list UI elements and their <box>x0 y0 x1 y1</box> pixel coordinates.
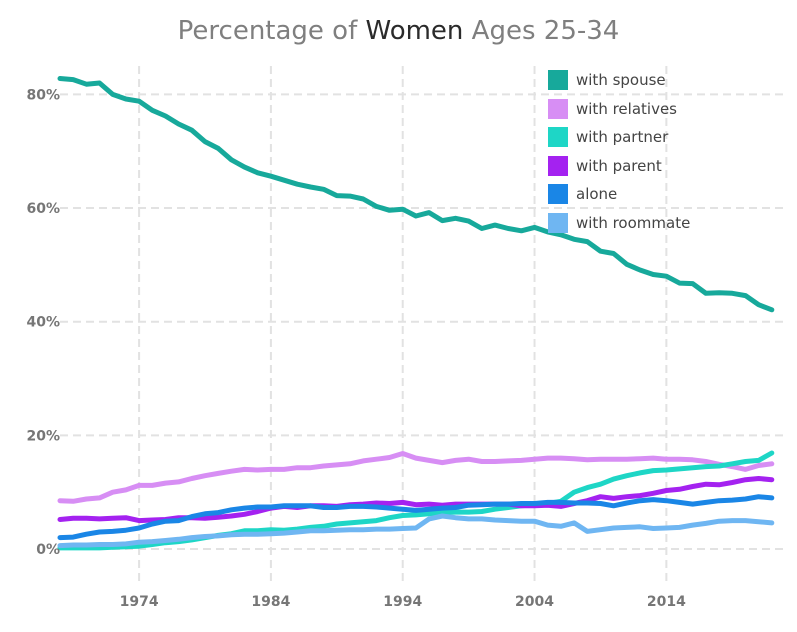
legend-label: with partner <box>576 128 669 147</box>
legend-label: with relatives <box>576 99 677 118</box>
legend-label: with roommate <box>576 213 691 232</box>
legend: with spouse with relatives with partner wit… <box>548 66 690 237</box>
legend-label: alone <box>576 185 618 204</box>
series-lines <box>57 76 775 551</box>
legend-item[interactable]: with partner <box>548 123 690 152</box>
legend-swatch <box>548 127 568 148</box>
chart-title-part-2: Women <box>365 16 464 46</box>
y-tick-label: 40% <box>26 315 60 331</box>
legend-item[interactable]: with relatives <box>548 95 690 124</box>
legend-item[interactable]: with roommate <box>548 209 690 238</box>
y-tick-label: 0% <box>36 542 60 558</box>
y-axis: 0% 20% 40% 60% 80% <box>26 87 60 558</box>
legend-swatch <box>548 98 568 119</box>
series-line-0 <box>57 76 775 313</box>
x-tick-label: 2004 <box>515 594 554 610</box>
legend-item[interactable]: with spouse <box>548 66 690 95</box>
legend-swatch <box>548 155 568 176</box>
legend-swatch <box>548 70 568 91</box>
legend-label: with parent <box>576 156 662 175</box>
x-tick-label: 1984 <box>251 594 290 610</box>
series-line-1 <box>57 451 775 504</box>
x-tick-label: 1974 <box>120 594 159 610</box>
series-line-4 <box>57 494 775 541</box>
y-tick-label: 80% <box>26 87 60 103</box>
series-line-3 <box>57 476 775 524</box>
legend-label: with spouse <box>576 71 666 90</box>
chart-title-part-3: Ages 25-34 <box>463 16 620 46</box>
y-tick-label: 20% <box>26 428 60 444</box>
x-tick-label: 2014 <box>647 594 686 610</box>
legend-swatch <box>548 212 568 233</box>
x-tick-label: 1994 <box>383 594 422 610</box>
chart-title: Percentage of Women Ages 25-34 <box>0 16 797 46</box>
y-tick-label: 60% <box>26 201 60 217</box>
legend-item[interactable]: with parent <box>548 152 690 181</box>
series-line-5 <box>57 513 775 549</box>
legend-item[interactable]: alone <box>548 180 690 209</box>
chart-title-part-1: Percentage of <box>177 16 366 46</box>
legend-swatch <box>548 184 568 205</box>
x-axis: 1974 1984 1994 2004 2014 <box>120 594 686 610</box>
